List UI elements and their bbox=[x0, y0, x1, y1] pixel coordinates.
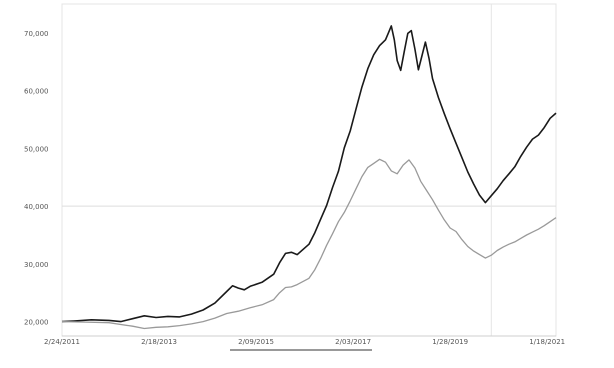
series-line-1 bbox=[61, 25, 557, 323]
x-tick-label: 1/28/2019 bbox=[432, 338, 468, 346]
y-tick-label: 70,000 bbox=[24, 30, 49, 38]
series-layer bbox=[61, 25, 557, 330]
x-tick-label: 2/24/2011 bbox=[44, 338, 80, 346]
x-tick-label: 2/18/2013 bbox=[141, 338, 177, 346]
x-tick-label: 2/09/2015 bbox=[238, 338, 274, 346]
axis-layer: 20,000 30,000 40,000 50,000 60,000 70,000 2/24… bbox=[24, 30, 565, 346]
series-line-2 bbox=[61, 158, 557, 330]
y-tick-label: 60,000 bbox=[24, 88, 49, 96]
y-tick-label: 50,000 bbox=[24, 145, 49, 153]
y-tick-label: 20,000 bbox=[24, 319, 49, 327]
y-tick-label: 40,000 bbox=[24, 203, 49, 211]
y-tick-label: 30,000 bbox=[24, 261, 49, 269]
x-tick-label: 1/18/2021 bbox=[529, 338, 565, 346]
x-tick-label: 2/03/2017 bbox=[335, 338, 371, 346]
